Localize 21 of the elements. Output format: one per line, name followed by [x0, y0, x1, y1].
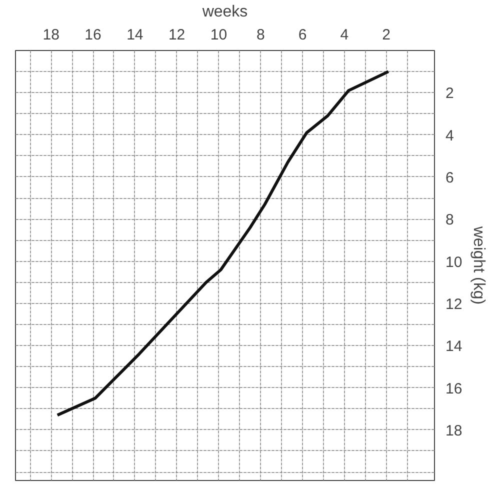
x-tick-label: 16 — [84, 26, 102, 44]
x-tick-label: 6 — [298, 26, 307, 44]
y-tick-label: 2 — [446, 85, 454, 102]
x-tick-label: 8 — [256, 26, 265, 44]
x-tick-label: 2 — [382, 26, 390, 44]
x-tick-label: 4 — [340, 26, 349, 44]
y-tick-label: 18 — [446, 422, 462, 440]
y-axis-title: weight (kg) — [470, 225, 488, 305]
x-tick-label: 14 — [126, 26, 144, 44]
y-tick-label: 14 — [446, 338, 462, 356]
y-tick-label: 6 — [446, 169, 454, 186]
x-axis-title: weeks — [201, 4, 248, 20]
x-tick-label: 18 — [42, 26, 60, 44]
y-tick-label: 12 — [446, 296, 462, 313]
y-tick-label: 16 — [446, 380, 462, 398]
y-tick-label: 10 — [446, 254, 462, 271]
x-tick-label: 10 — [210, 26, 228, 44]
x-tick-label: 12 — [168, 26, 186, 44]
y-tick-label: 8 — [446, 212, 454, 229]
line-series — [56, 70, 390, 417]
y-tick-label: 4 — [446, 127, 454, 144]
